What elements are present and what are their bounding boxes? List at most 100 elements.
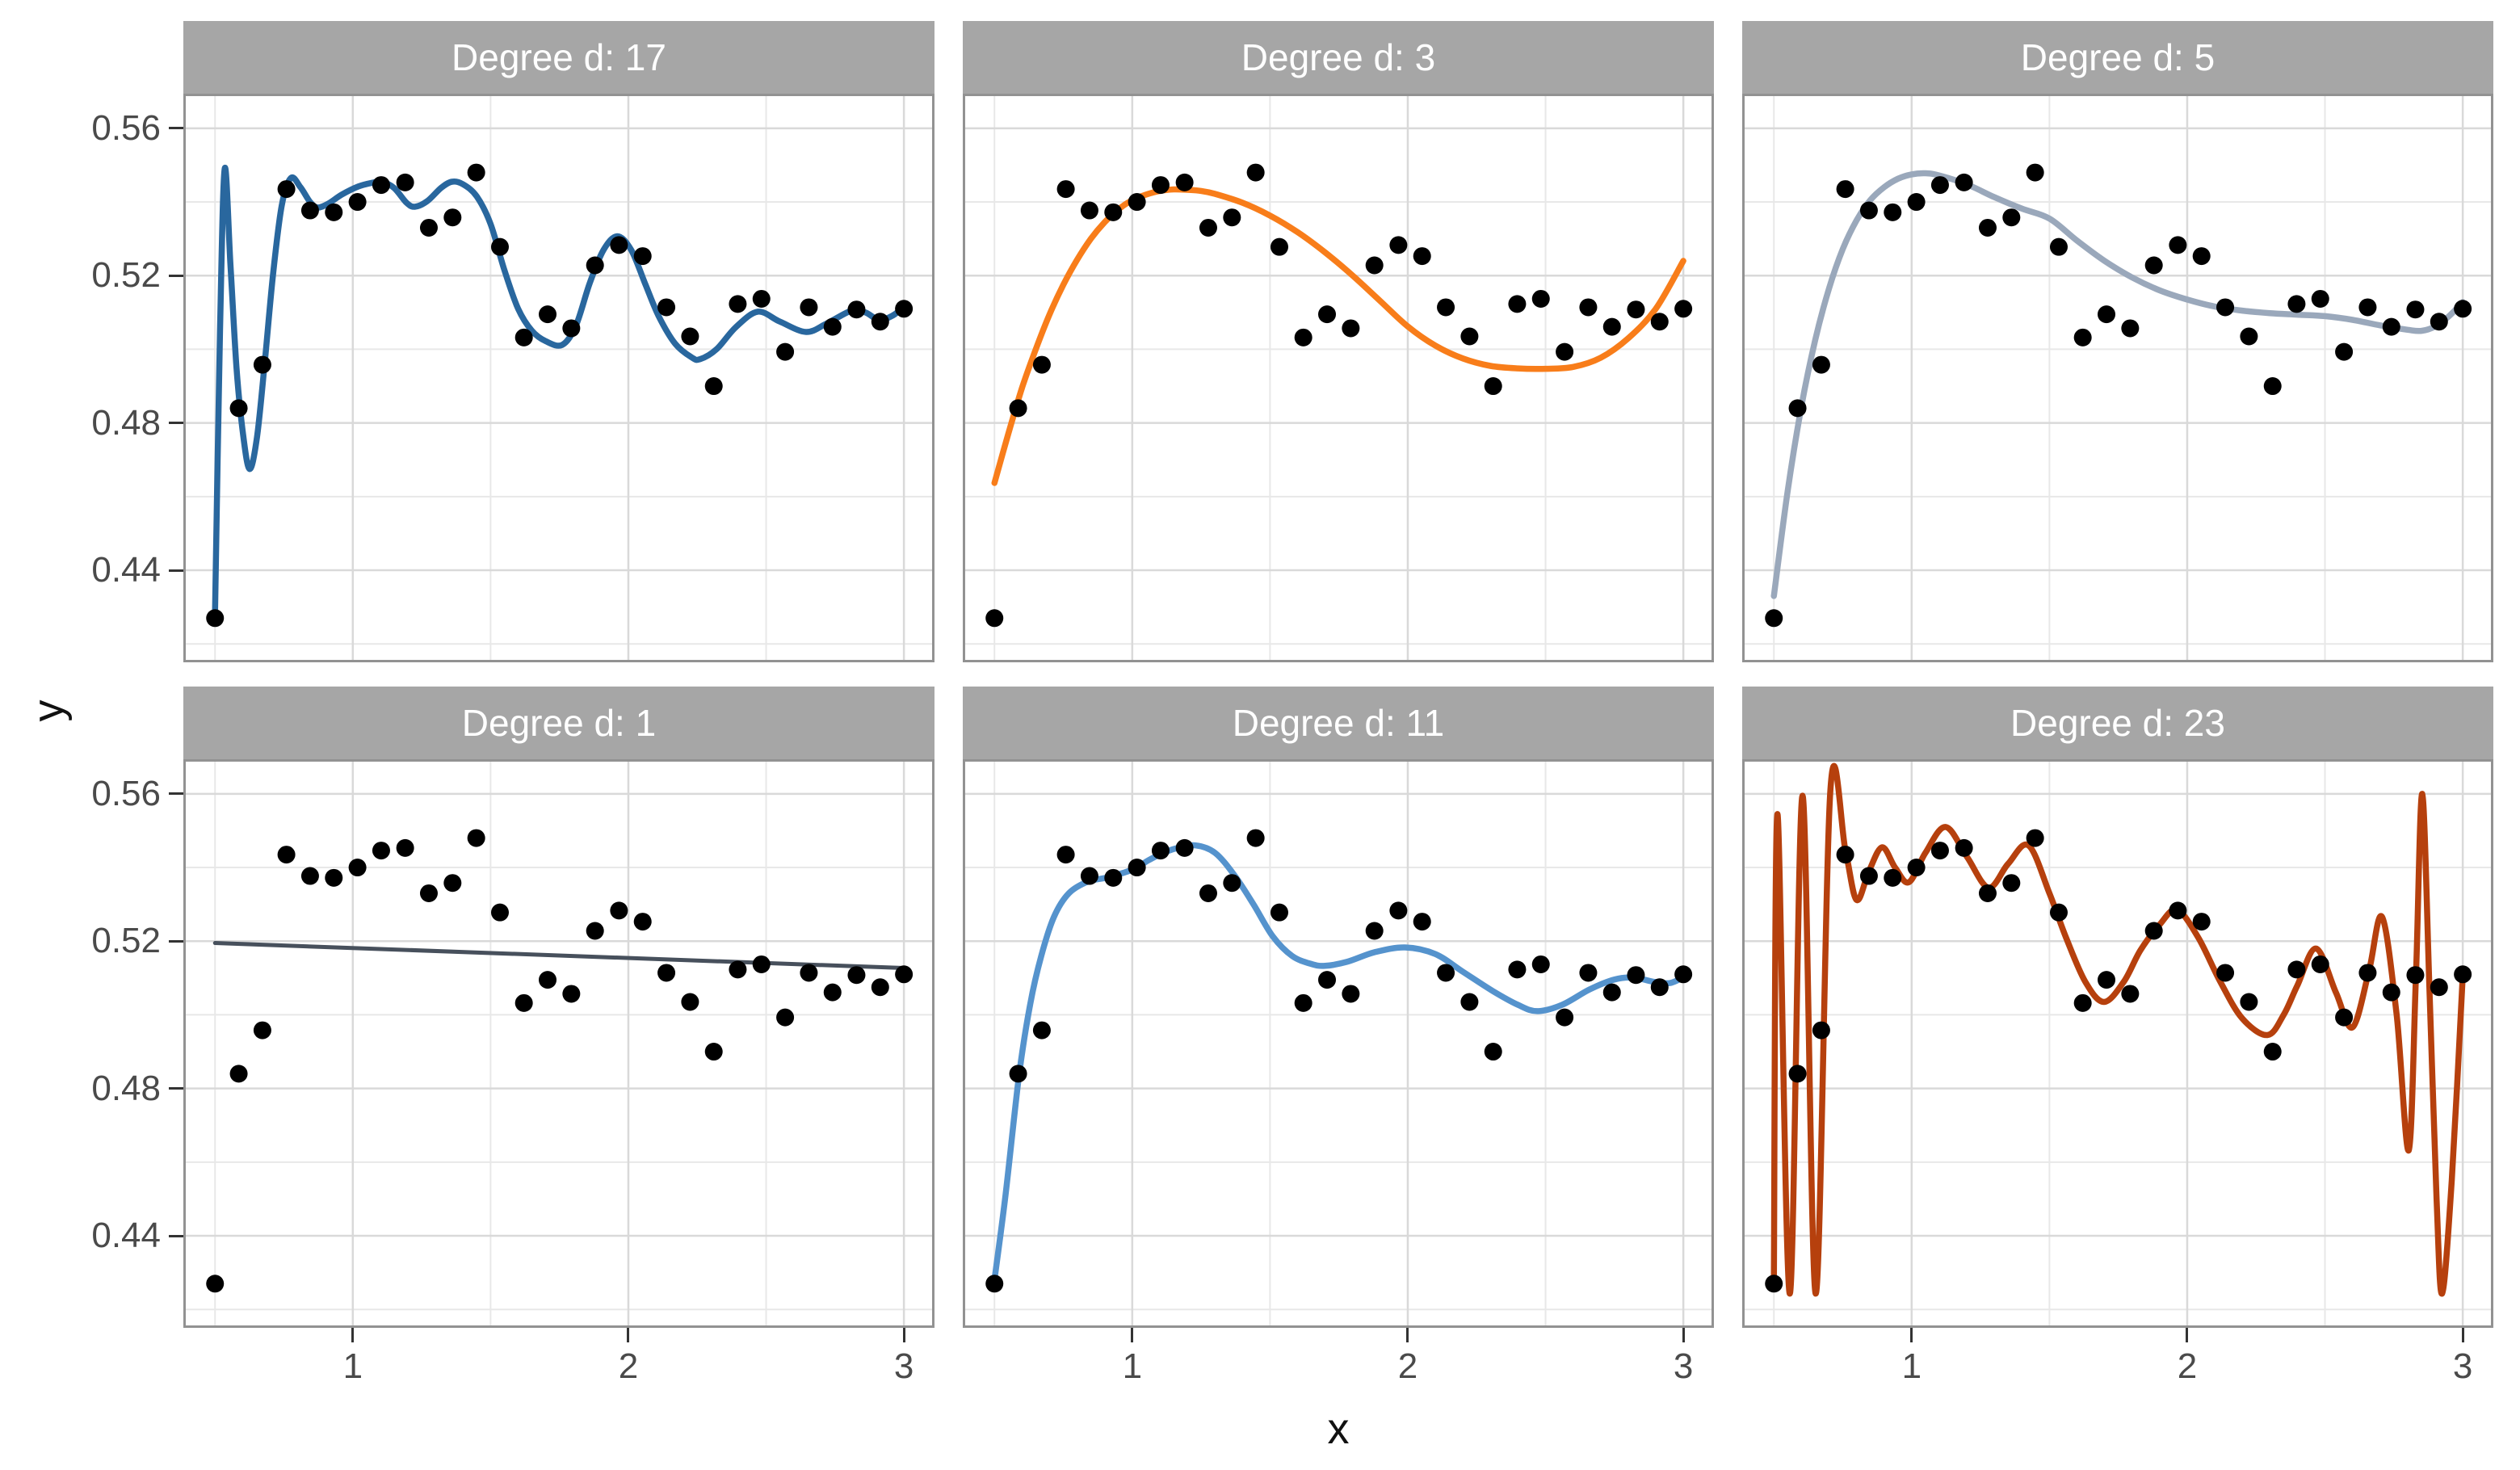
data-point <box>729 295 747 313</box>
data-point <box>514 993 533 1012</box>
data-point <box>1413 247 1431 266</box>
data-point <box>1602 317 1621 336</box>
data-point <box>2098 971 2116 989</box>
data-point <box>1579 298 1598 317</box>
data-point <box>2192 247 2211 266</box>
data-point <box>1246 163 1265 182</box>
data-point <box>562 985 581 1003</box>
facet-strip-label: Degree d: 3 <box>1241 36 1436 78</box>
data-point <box>1128 193 1146 212</box>
x-tick-label: 2 <box>618 1346 639 1386</box>
data-point <box>1765 609 1783 628</box>
data-point <box>800 964 818 982</box>
facet-plot-svg <box>963 94 1714 662</box>
data-point <box>1342 985 1360 1003</box>
data-point <box>752 955 771 973</box>
data-point <box>1032 1021 1051 1040</box>
data-point <box>1294 993 1312 1012</box>
data-point <box>490 903 509 922</box>
data-point <box>2287 295 2306 313</box>
data-point <box>1859 201 1878 220</box>
data-point <box>2002 874 2021 892</box>
data-point <box>1175 838 1194 857</box>
data-point <box>729 960 747 979</box>
data-point <box>1907 859 1926 877</box>
facet-panel-degree-3: Degree d: 3 <box>963 21 1714 662</box>
data-point <box>1199 884 1217 902</box>
data-point <box>752 289 771 308</box>
data-point <box>871 978 889 997</box>
data-point <box>372 176 390 195</box>
data-point <box>539 971 557 989</box>
y-tick-mark <box>169 422 183 425</box>
data-point <box>1223 208 1241 227</box>
data-point <box>348 193 367 212</box>
data-point <box>1556 1008 1574 1027</box>
data-point <box>2335 1008 2354 1027</box>
data-point <box>2311 955 2329 973</box>
data-point <box>800 298 818 317</box>
data-point <box>871 313 889 331</box>
data-point <box>2073 328 2092 346</box>
data-point <box>1978 218 1997 237</box>
data-point <box>1788 399 1807 418</box>
fit-curve-degree-5 <box>1770 170 2466 599</box>
data-point <box>586 922 604 940</box>
y-tick-label: 0.44 <box>91 550 161 590</box>
data-point <box>277 180 296 199</box>
data-point <box>1389 236 1408 254</box>
data-point <box>1765 1275 1783 1293</box>
data-point <box>2430 313 2448 331</box>
x-tick-label: 3 <box>1673 1346 1694 1386</box>
x-tick-mark <box>627 1328 630 1342</box>
data-point <box>681 327 699 346</box>
data-point <box>2382 317 2400 336</box>
data-point <box>985 1275 1004 1293</box>
data-point <box>2026 163 2044 182</box>
data-point <box>2358 964 2377 982</box>
data-point <box>895 300 914 318</box>
data-point <box>1270 237 1288 256</box>
facet-strip-label: Degree d: 5 <box>2020 36 2216 78</box>
data-point <box>325 868 343 887</box>
data-point <box>419 884 438 902</box>
data-point <box>562 319 581 338</box>
facet-panel-degree-23: Degree d: 23 <box>1742 687 2493 1328</box>
data-point <box>2026 829 2044 847</box>
data-point <box>2263 1043 2282 1061</box>
data-point <box>2121 985 2140 1003</box>
data-point <box>2169 236 2187 254</box>
data-point <box>1602 983 1621 1002</box>
x-tick-mark <box>1131 1328 1134 1342</box>
facet-strip-label: Degree d: 11 <box>1232 702 1445 744</box>
facet-plot-svg <box>1742 94 2493 662</box>
fit-curve-degree-3 <box>991 186 1686 486</box>
data-point <box>1199 218 1217 237</box>
data-point <box>2335 342 2354 361</box>
data-point <box>467 163 485 182</box>
y-tick-label: 0.52 <box>91 921 161 961</box>
data-point <box>419 218 438 237</box>
data-point <box>1104 203 1123 221</box>
x-tick-mark <box>902 1328 905 1342</box>
data-point <box>1080 201 1098 220</box>
data-point <box>657 298 676 317</box>
data-point <box>1884 203 1902 221</box>
data-point <box>1788 1065 1807 1083</box>
x-tick-label: 1 <box>342 1346 363 1386</box>
data-point <box>1009 1065 1027 1083</box>
data-point <box>1531 289 1550 308</box>
data-point <box>1318 305 1337 324</box>
data-point <box>704 1043 723 1061</box>
data-point <box>776 1008 795 1027</box>
data-point <box>1508 295 1527 313</box>
data-point <box>2049 237 2068 256</box>
x-tick-mark <box>1406 1328 1409 1342</box>
data-point <box>895 965 914 984</box>
y-tick-label: 0.48 <box>91 1068 161 1108</box>
data-point <box>1128 859 1146 877</box>
y-tick-mark <box>169 792 183 796</box>
data-point <box>1955 173 1973 191</box>
data-point <box>2144 256 2163 275</box>
data-point <box>1437 964 1455 982</box>
